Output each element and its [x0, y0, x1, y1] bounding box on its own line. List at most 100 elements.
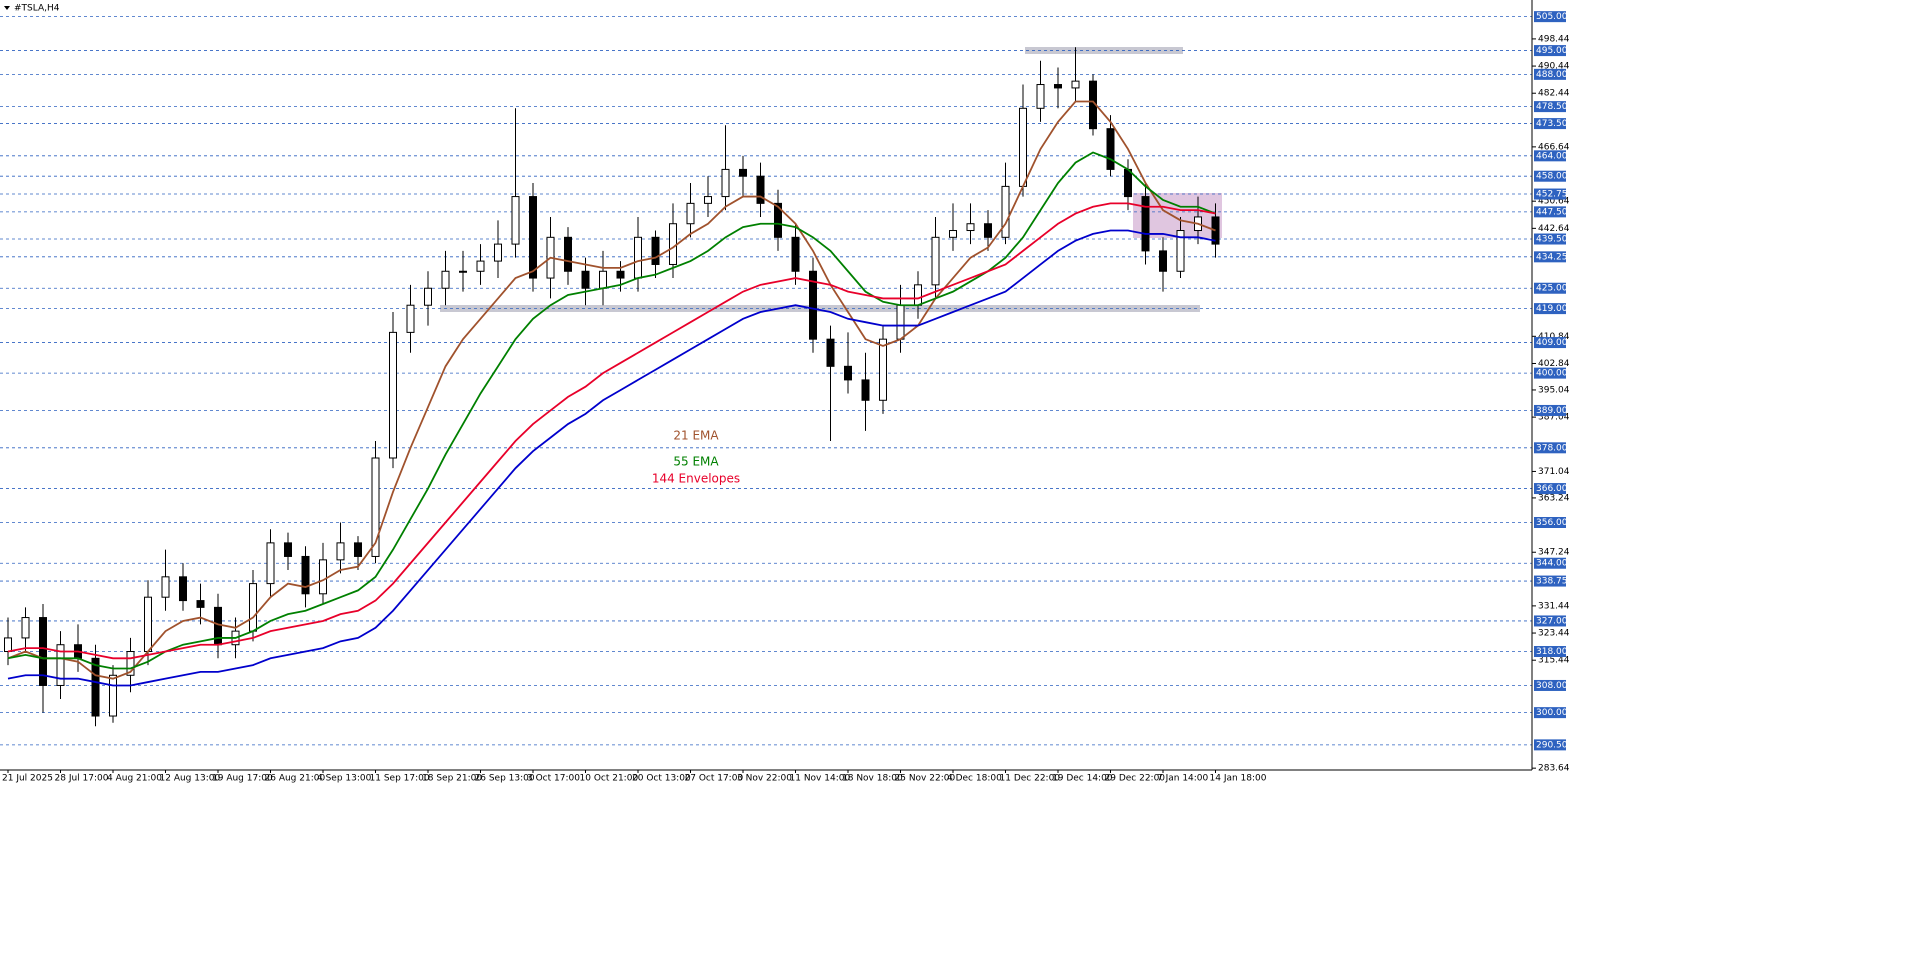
legend-entry: 21 EMA [673, 429, 719, 443]
y-tick-label: 466.64 [1538, 142, 1570, 152]
candle-body [634, 236, 642, 279]
candle-body [1036, 84, 1045, 109]
level-label: 452.75 [1536, 190, 1568, 200]
candle-body [196, 600, 205, 608]
level-label-box [1534, 45, 1566, 57]
candle-body [826, 338, 835, 367]
level-label-box [1534, 739, 1566, 751]
level-label: 300.00 [1536, 708, 1568, 718]
y-tick-label: 410.84 [1538, 332, 1570, 342]
candle-body [21, 617, 30, 639]
candle-body [721, 168, 730, 198]
y-tick-label: 387.04 [1538, 413, 1570, 423]
indicator-line [7, 151, 1216, 670]
level-label: 505.00 [1536, 12, 1568, 22]
candle-body [686, 202, 695, 225]
candle-body [144, 596, 152, 653]
level-label: 338.75 [1536, 577, 1568, 587]
x-tick-label: 28 Jul 17:00 [55, 774, 109, 784]
candle-body [931, 236, 940, 286]
candle-body [424, 287, 432, 306]
candle-body [1124, 168, 1132, 198]
level-label: 458.00 [1536, 172, 1568, 182]
candle-body [966, 223, 975, 232]
legend-entry: 144 Envelopes [652, 472, 740, 486]
level-label: 488.00 [1536, 70, 1568, 80]
candle-body [1106, 128, 1115, 170]
candle-body [39, 617, 47, 686]
level-label-box [1534, 646, 1566, 658]
level-label-box [1534, 188, 1566, 200]
candle-body [126, 651, 135, 676]
level-label: 425.00 [1536, 284, 1568, 294]
level-label: 327.00 [1536, 616, 1568, 626]
x-tick-label: 4 Aug 21:00 [107, 774, 162, 784]
candle-body [284, 542, 292, 557]
level-label: 389.00 [1536, 406, 1568, 416]
candle-body [739, 168, 747, 177]
x-tick-label: 4 Dec 18:00 [947, 774, 1002, 784]
candle-body [564, 236, 572, 272]
level-label-box [1534, 404, 1566, 416]
x-tick-label: 11 Sep 17:00 [370, 774, 430, 784]
candle-body [1019, 107, 1027, 187]
level-label: 366.00 [1536, 484, 1568, 494]
candle-body [441, 270, 450, 289]
level-label-box [1534, 679, 1566, 691]
level-label: 473.50 [1536, 119, 1568, 129]
menu-arrow[interactable] [4, 6, 10, 10]
candle-body [791, 236, 800, 272]
x-tick-label: 27 Oct 17:00 [685, 774, 744, 784]
level-label-box [1534, 367, 1566, 379]
candle-body [406, 304, 415, 333]
x-tick-label: 26 Aug 21:00 [265, 774, 326, 784]
level-label: 318.00 [1536, 647, 1568, 657]
y-tick-label: 347.24 [1538, 548, 1570, 558]
x-tick-label: 19 Aug 17:00 [212, 774, 273, 784]
y-tick-label: 323.44 [1538, 629, 1570, 639]
candle-body [844, 365, 852, 381]
candle-body [896, 304, 905, 340]
candle-body [914, 284, 922, 306]
level-label: 464.00 [1536, 151, 1568, 161]
y-tick-label: 395.04 [1538, 385, 1570, 395]
level-label: 378.00 [1536, 443, 1568, 453]
y-tick-label: 363.24 [1538, 493, 1570, 503]
level-label-box [1534, 483, 1566, 495]
level-label: 308.00 [1536, 681, 1568, 691]
indicator-line [7, 229, 1216, 687]
y-tick-label: 331.44 [1538, 601, 1570, 611]
x-tick-label: 14 Jan 18:00 [1210, 774, 1267, 784]
candle-body [56, 644, 65, 686]
x-tick-label: 10 Oct 21:00 [580, 774, 639, 784]
candle-body [949, 230, 957, 238]
candle-body [91, 657, 100, 717]
candle-body [389, 331, 397, 459]
candle-body [599, 270, 607, 289]
candle-body [179, 576, 187, 602]
y-tick-label: 498.44 [1538, 34, 1570, 44]
level-label-box [1534, 707, 1566, 719]
candle-body [616, 270, 625, 279]
x-tick-label: 3 Nov 22:00 [737, 774, 792, 784]
candle-body [756, 175, 765, 204]
candle-body [301, 555, 310, 595]
y-tick-label: 442.64 [1538, 224, 1570, 234]
y-tick-label: 490.44 [1538, 62, 1570, 72]
level-label-box [1534, 233, 1566, 245]
y-tick-label: 482.44 [1538, 89, 1570, 99]
candle-body [581, 270, 590, 289]
level-label-box [1534, 101, 1566, 113]
candle-body [1001, 185, 1010, 238]
candle-body [651, 236, 660, 265]
candle-body [336, 542, 345, 561]
x-tick-label: 18 Nov 18:00 [842, 774, 903, 784]
level-label: 439.50 [1536, 235, 1568, 245]
level-label-box [1534, 337, 1566, 349]
x-tick-label: 21 Jul 2025 [2, 774, 53, 784]
level-label: 290.50 [1536, 740, 1568, 750]
level-label: 400.00 [1536, 369, 1568, 379]
x-tick-label: 3 Oct 17:00 [527, 774, 580, 784]
candle-body [1071, 80, 1080, 89]
